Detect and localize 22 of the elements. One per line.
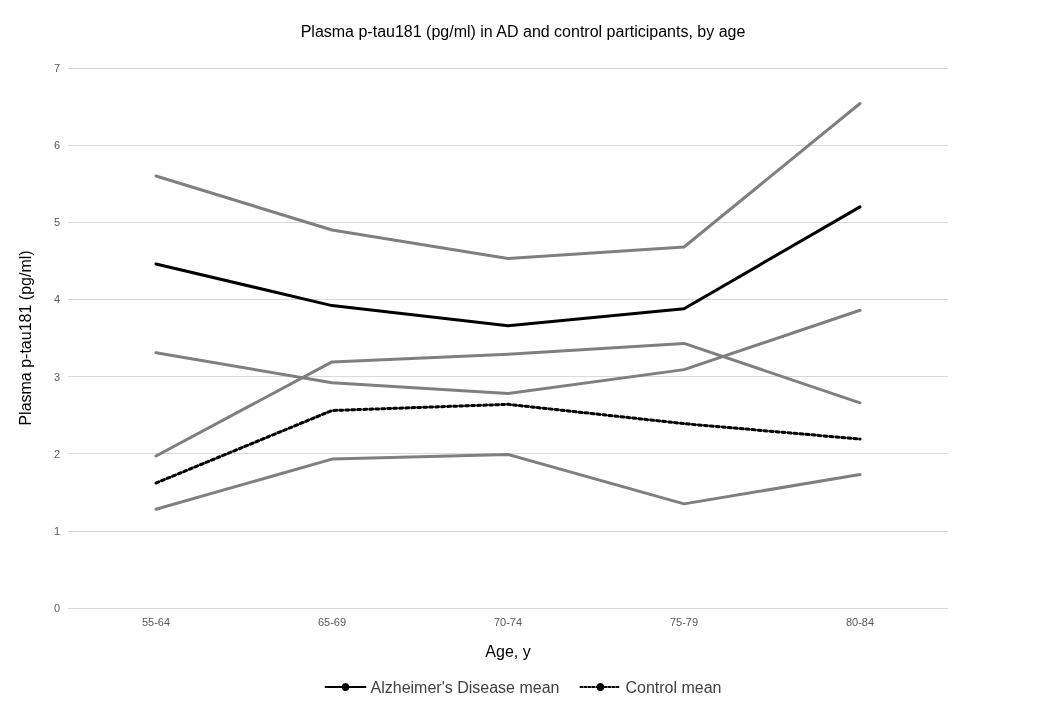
x-tick-label: 80-84 bbox=[845, 615, 875, 628]
x-tick-label: 65-69 bbox=[317, 615, 347, 628]
line-series bbox=[154, 452, 862, 511]
line-series bbox=[154, 402, 862, 485]
y-tick-label: 7 bbox=[53, 62, 60, 74]
line-series bbox=[154, 205, 862, 328]
y-axis-title: Plasma p-tau181 (pg/ml) bbox=[16, 250, 34, 426]
y-tick-label: 5 bbox=[53, 216, 60, 229]
x-tick-label: 75-79 bbox=[669, 615, 699, 628]
x-axis-title: Age, y bbox=[485, 642, 531, 660]
x-tick-label: 70-74 bbox=[493, 615, 523, 628]
legend-label: Control mean bbox=[625, 678, 722, 696]
x-tick-label: 55-64 bbox=[141, 615, 171, 628]
legend-label: Alzheimer's Disease mean bbox=[370, 678, 560, 696]
y-tick-label: 1 bbox=[53, 524, 60, 537]
y-tick-label: 2 bbox=[53, 447, 60, 460]
y-tick-label: 6 bbox=[53, 139, 60, 152]
chart-title: Plasma p-tau181 (pg/ml) in AD and control participants, by age bbox=[300, 22, 746, 40]
y-tick-label: 0 bbox=[53, 602, 60, 614]
y-tick-label: 4 bbox=[53, 293, 60, 306]
y-tick-label: 3 bbox=[53, 370, 60, 383]
line-series bbox=[154, 101, 862, 261]
